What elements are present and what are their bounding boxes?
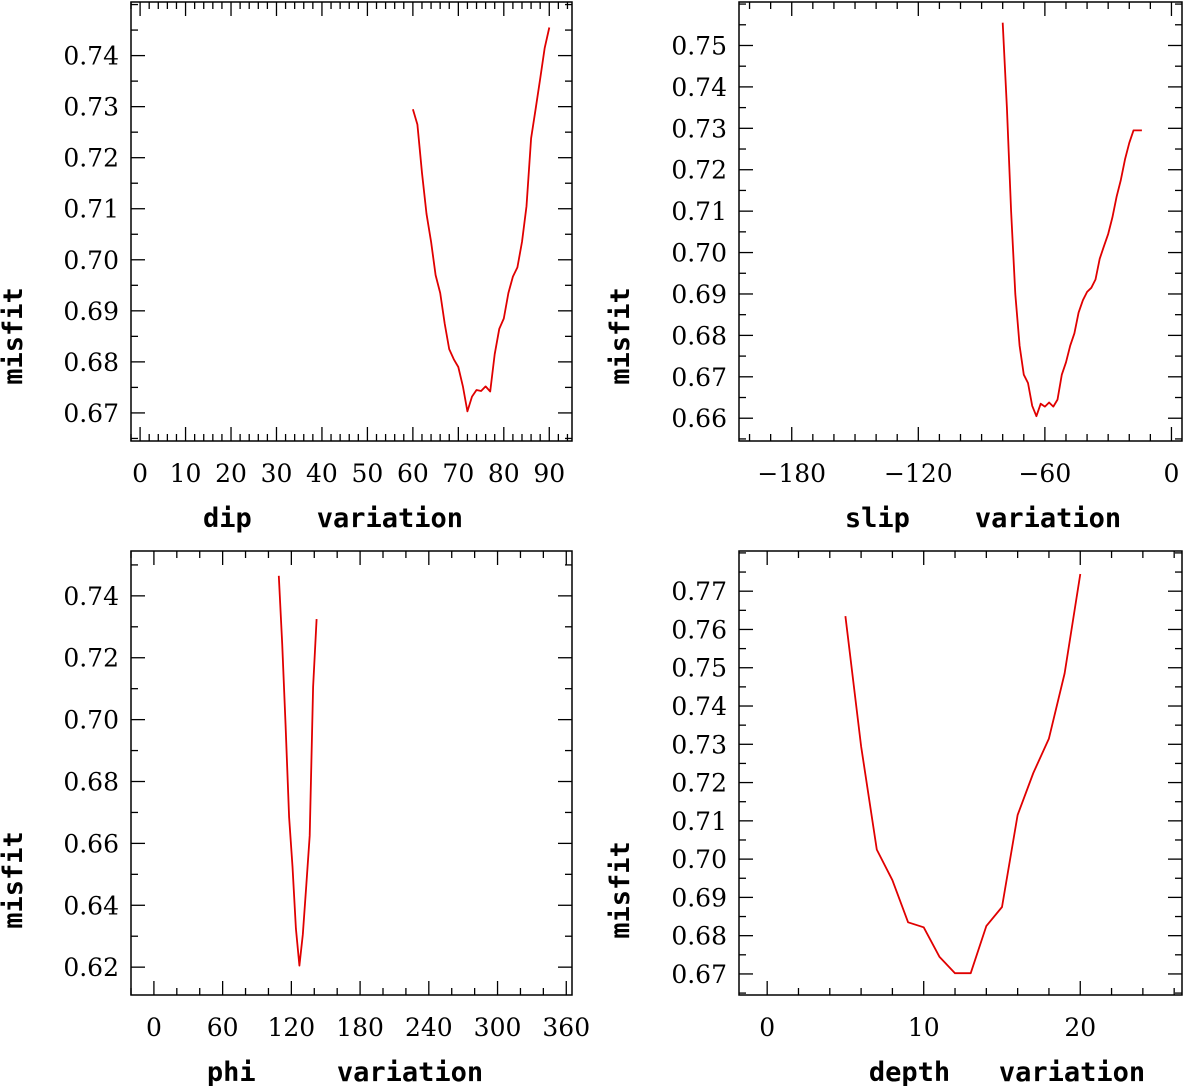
y-tick-label: 0.75 <box>671 654 727 683</box>
panel-dip: 0 10 20 30 40 50 60 70 80 90 0.67 0.68 0.69 0.70 0.71 0… <box>0 1 573 534</box>
x-axis-label: dip variation <box>203 503 463 534</box>
y-tick-label: 0.67 <box>63 399 119 428</box>
series-line <box>277 575 318 967</box>
x-tick-label: 240 <box>405 1013 453 1042</box>
y-tick-label: 0.64 <box>63 891 119 920</box>
y-tick-label: 0.67 <box>671 960 727 989</box>
y-tick-label: 0.71 <box>63 195 119 224</box>
y-axis-label: misfit <box>605 841 636 939</box>
y-tick-label: 0.70 <box>671 239 727 268</box>
x-tick-label: 80 <box>488 459 520 488</box>
y-tick-label: 0.69 <box>63 297 119 326</box>
y-tick-label: 0.74 <box>671 73 727 102</box>
x-tick-label: 0 <box>1163 459 1179 488</box>
y-tick-label: 0.67 <box>671 363 727 392</box>
x-tick-label: 180 <box>336 1013 384 1042</box>
x-tick-label: 0 <box>759 1013 775 1042</box>
y-tick-label: 0.72 <box>63 644 119 673</box>
y-axis-label: misfit <box>605 287 636 385</box>
x-axis-label: depth variation <box>869 1057 1145 1086</box>
x-tick-label: 360 <box>542 1013 590 1042</box>
y-tick-label: 0.72 <box>671 769 727 798</box>
y-tick-label: 0.68 <box>671 321 727 350</box>
y-tick-label: 0.74 <box>63 42 119 71</box>
y-tick-label: 0.77 <box>671 577 727 606</box>
series-line <box>844 573 1082 975</box>
y-tick-label: 0.71 <box>671 807 727 836</box>
x-tick-label: 10 <box>908 1013 940 1042</box>
x-axis-label: slip variation <box>845 503 1121 534</box>
x-tick-label: 90 <box>533 459 565 488</box>
y-tick-label: 0.72 <box>671 156 727 185</box>
x-tick-label: 0 <box>132 459 148 488</box>
y-tick-label: 0.74 <box>63 582 119 611</box>
x-tick-label: 50 <box>352 459 384 488</box>
series-line <box>1001 22 1142 418</box>
x-tick-label: −120 <box>884 459 953 488</box>
y-tick-label: 0.66 <box>63 829 119 858</box>
y-tick-label: 0.76 <box>671 615 727 644</box>
x-tick-label: 10 <box>170 459 202 488</box>
y-tick-label: 0.73 <box>63 93 119 122</box>
y-axis-label: misfit <box>0 831 29 929</box>
y-tick-label: 0.69 <box>671 280 727 309</box>
x-tick-label: 20 <box>215 459 247 488</box>
plot-frame <box>130 1 573 442</box>
y-tick-label: 0.68 <box>671 922 727 951</box>
y-tick-label: 0.74 <box>671 692 727 721</box>
plot-frame <box>738 550 1183 996</box>
y-tick-label: 0.70 <box>63 246 119 275</box>
y-tick-label: 0.73 <box>671 114 727 143</box>
x-tick-label: 120 <box>268 1013 316 1042</box>
x-tick-label: 30 <box>261 459 293 488</box>
plot-frame <box>130 550 573 996</box>
y-tick-label: 0.69 <box>671 883 727 912</box>
x-tick-label: 20 <box>1064 1013 1096 1042</box>
x-tick-label: −180 <box>757 459 826 488</box>
x-tick-label: −60 <box>1018 459 1071 488</box>
y-tick-label: 0.71 <box>671 197 727 226</box>
panel-slip: −180 −120 −60 0 0.66 0.67 0.68 0.69 0.70 0.71 0.72… <box>605 1 1183 534</box>
panel-depth: 0 10 20 0.67 0.68 0.69 0.70 0.71 0.72 0.73 0.74 0.7… <box>605 550 1183 1086</box>
x-tick-label: 40 <box>306 459 338 488</box>
y-tick-label: 0.68 <box>63 348 119 377</box>
y-tick-label: 0.68 <box>63 768 119 797</box>
x-axis-label: phi variation <box>207 1057 483 1086</box>
x-tick-label: 300 <box>474 1013 522 1042</box>
x-tick-label: 0 <box>146 1013 162 1042</box>
y-tick-label: 0.72 <box>63 144 119 173</box>
y-tick-label: 0.73 <box>671 730 727 759</box>
y-tick-label: 0.70 <box>671 845 727 874</box>
y-tick-label: 0.62 <box>63 953 119 982</box>
x-tick-label: 70 <box>442 459 474 488</box>
x-tick-label: 60 <box>207 1013 239 1042</box>
y-tick-label: 0.75 <box>671 31 727 60</box>
plot-frame <box>738 1 1183 442</box>
x-tick-label: 60 <box>397 459 429 488</box>
series-line <box>412 27 551 413</box>
y-tick-label: 0.70 <box>63 706 119 735</box>
y-tick-label: 0.66 <box>671 404 727 433</box>
panel-phi: 0 60 120 180 240 300 360 0.62 0.64 0.66 0.68 0.70 0.… <box>0 550 590 1086</box>
y-axis-label: misfit <box>0 287 29 385</box>
